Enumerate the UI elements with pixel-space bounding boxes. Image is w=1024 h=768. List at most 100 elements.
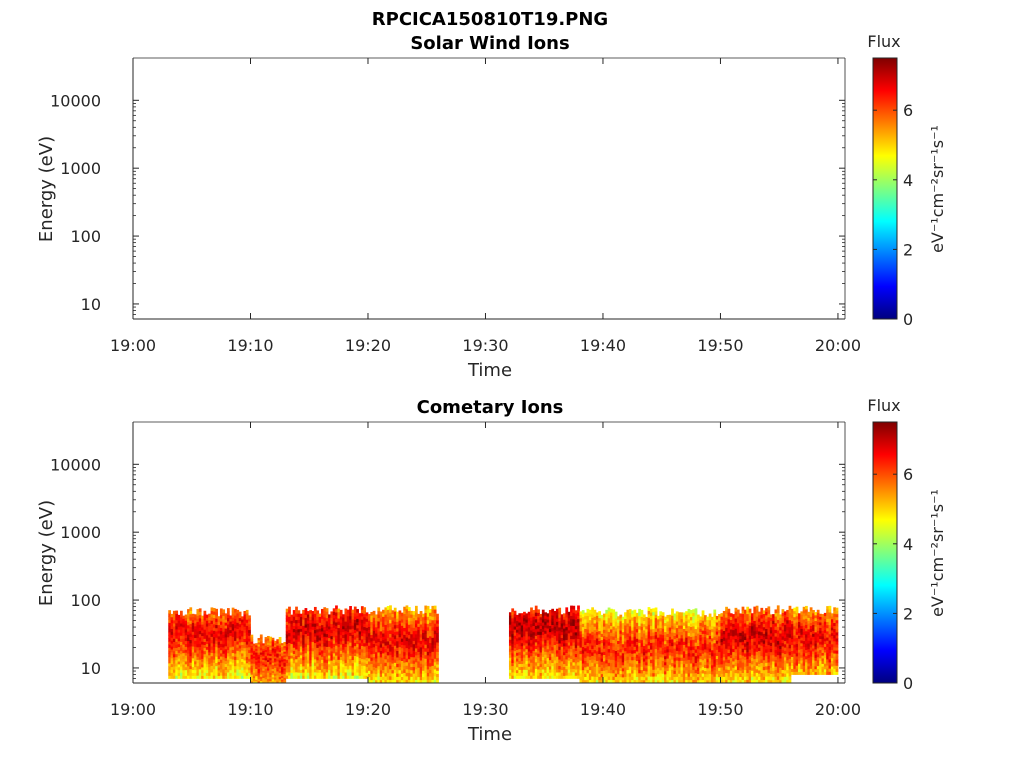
flux-cell <box>382 679 385 684</box>
flux-cell <box>295 675 298 679</box>
flux-cell <box>605 626 609 631</box>
flux-cell <box>718 661 721 665</box>
flux-cell <box>685 653 688 658</box>
flux-cell <box>696 670 700 675</box>
flux-cell <box>210 665 214 670</box>
flux-cell <box>513 647 517 652</box>
flux-cell <box>598 676 602 681</box>
flux-cell <box>694 625 698 630</box>
flux-cell <box>210 620 214 624</box>
flux-cell <box>330 651 334 655</box>
flux-cell <box>379 631 383 635</box>
flux-cell <box>530 623 533 628</box>
flux-cell <box>678 618 681 623</box>
flux-cell <box>403 631 406 635</box>
flux-cell <box>328 620 331 624</box>
flux-cell <box>318 651 322 656</box>
flux-cell <box>579 647 583 651</box>
flux-cell <box>292 622 296 627</box>
flux-cell <box>720 641 724 646</box>
flux-cell <box>346 615 350 620</box>
flux-cell <box>356 631 359 635</box>
flux-cell <box>215 675 218 679</box>
flux-cell <box>581 656 585 661</box>
flux-cell <box>523 651 526 655</box>
flux-cell <box>692 612 696 617</box>
flux-cell <box>518 622 522 626</box>
flux-cell <box>393 624 397 629</box>
flux-cell <box>553 666 557 670</box>
flux-cell <box>210 668 214 673</box>
flux-cell <box>661 634 665 639</box>
flux-cell <box>736 652 740 657</box>
flux-cell <box>671 669 674 674</box>
flux-cell <box>713 609 717 614</box>
flux-cell <box>602 632 606 637</box>
flux-cell <box>386 637 390 642</box>
flux-cell <box>407 624 411 629</box>
flux-cell <box>313 675 317 679</box>
flux-cell <box>678 650 681 655</box>
flux-cell <box>727 662 731 667</box>
flux-cell <box>180 669 183 673</box>
flux-cell <box>410 650 414 654</box>
flux-cell <box>537 637 540 642</box>
flux-cell <box>250 669 254 673</box>
flux-cell <box>212 649 216 654</box>
flux-cell <box>652 652 656 657</box>
flux-cell <box>360 612 364 617</box>
flux-cell <box>692 652 696 657</box>
flux-cell <box>713 656 717 661</box>
flux-cell <box>619 642 623 647</box>
flux-cell <box>187 669 190 673</box>
flux-cell <box>205 646 209 650</box>
flux-cell <box>389 661 392 666</box>
flux-cell <box>565 649 569 653</box>
flux-cell <box>546 669 550 673</box>
flux-cell <box>654 614 658 619</box>
flux-cell <box>389 608 392 613</box>
flux-cell <box>701 633 705 638</box>
flux-cell <box>311 644 315 649</box>
flux-cell <box>765 614 768 619</box>
flux-cell <box>417 667 421 671</box>
flux-cell <box>250 639 254 642</box>
flux-cell <box>553 635 557 639</box>
flux-cell <box>530 610 533 615</box>
flux-cell <box>365 612 369 616</box>
flux-cell <box>708 667 712 671</box>
flux-cell <box>560 672 564 676</box>
flux-cell <box>288 636 291 640</box>
flux-cell <box>187 653 190 657</box>
flux-cell <box>530 613 533 618</box>
flux-cell <box>607 624 611 629</box>
flux-cell <box>591 610 594 615</box>
flux-cell <box>219 637 223 641</box>
flux-cell <box>379 663 383 668</box>
flux-cell <box>180 666 183 670</box>
flux-cell <box>671 639 674 643</box>
flux-cell <box>711 622 714 627</box>
flux-cell <box>175 635 179 639</box>
flux-cell <box>685 656 688 661</box>
flux-cell <box>619 661 623 665</box>
flux-cell <box>598 653 602 658</box>
flux-cell <box>694 642 698 647</box>
flux-cell <box>417 639 421 643</box>
flux-cell <box>212 630 216 634</box>
flux-cell <box>678 637 681 642</box>
flux-cell <box>572 652 576 656</box>
flux-cell <box>739 626 743 630</box>
flux-cell <box>689 676 693 681</box>
flux-cell <box>563 666 566 670</box>
flux-cell <box>412 660 416 664</box>
flux-cell <box>544 651 547 655</box>
flux-cell <box>311 632 315 636</box>
flux-cell <box>565 675 569 679</box>
flux-cell <box>610 612 613 616</box>
flux-cell <box>299 666 303 671</box>
flux-cell <box>363 642 367 647</box>
flux-cell <box>647 614 651 618</box>
flux-cell <box>598 643 602 648</box>
flux-cell <box>610 676 613 681</box>
